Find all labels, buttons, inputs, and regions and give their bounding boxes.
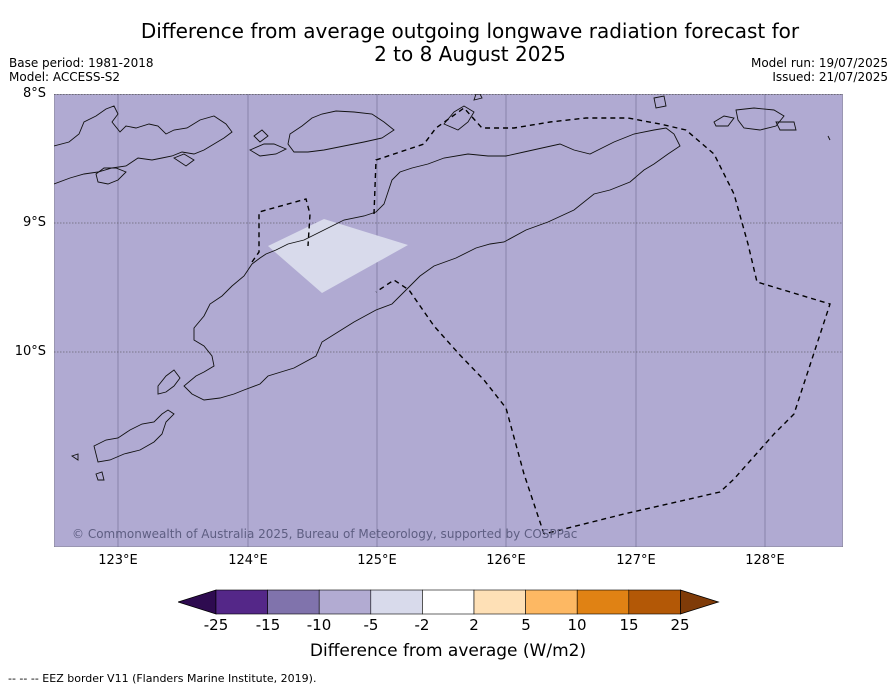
lat-gridlines	[54, 94, 843, 353]
base-period: Base period: 1981-2018	[9, 56, 154, 70]
colorbar-extend-high	[679, 589, 720, 615]
coast-island-k	[157, 369, 181, 395]
lon-label-128: 128°E	[745, 553, 785, 568]
map-background	[54, 94, 843, 547]
coast-island-f	[473, 94, 483, 101]
coast-island-e	[443, 105, 475, 131]
meta-left: Base period: 1981-2018 Model: ACCESS-S2	[9, 56, 154, 84]
eez-footnote: -- -- -- EEZ border V11 (Flanders Marine…	[8, 672, 317, 685]
lat-label-10s: 10°S	[14, 344, 46, 359]
coast-rote	[93, 409, 175, 463]
colorbar-segment	[267, 589, 320, 615]
colorbar-segment	[576, 589, 630, 615]
coast-island-g	[653, 95, 667, 109]
coast-flores-east	[54, 105, 233, 185]
coast-island-a	[95, 167, 127, 185]
cb-tick-2: -10	[306, 616, 332, 634]
coast-timor	[183, 127, 681, 401]
cb-tick-6: 5	[521, 616, 531, 634]
lon-label-127: 127°E	[616, 553, 656, 568]
cb-tick-0: -25	[203, 616, 229, 634]
chart-title: Difference from average outgoing longwav…	[110, 20, 830, 66]
lon-label-125: 125°E	[357, 553, 397, 568]
cb-tick-4: -2	[414, 616, 430, 634]
colorbar-segment	[318, 589, 372, 615]
copyright-notice: © Commonwealth of Australia 2025, Bureau…	[72, 527, 578, 541]
coast-island-d	[253, 129, 269, 143]
model-name: Model: ACCESS-S2	[9, 70, 121, 84]
colorbar-segment	[473, 589, 526, 615]
lat-label-8s: 8°S	[22, 86, 46, 101]
cb-tick-3: -5	[363, 616, 379, 634]
colorbar-extend-low	[178, 589, 217, 615]
colorbar	[178, 589, 720, 615]
cb-tick-9: 25	[670, 616, 690, 634]
lat-label-9s: 9°S	[22, 215, 46, 230]
lon-label-126: 126°E	[486, 553, 526, 568]
eez-west-segment	[251, 198, 311, 263]
meta-right: Model run: 19/07/2025 Issued: 21/07/2025	[751, 56, 888, 84]
lon-label-123: 123°E	[98, 553, 138, 568]
coast-alor	[287, 110, 395, 153]
coastlines	[54, 94, 831, 481]
coast-island-m	[95, 471, 105, 481]
coast-island-l	[70, 453, 79, 461]
cb-tick-5: 2	[469, 616, 479, 634]
coast-island-j	[827, 135, 831, 141]
cb-tick-1: -15	[255, 616, 281, 634]
coast-island-i	[775, 121, 797, 131]
eez-border	[251, 107, 831, 535]
colorbar-segment	[370, 589, 423, 615]
cb-tick-7: 10	[567, 616, 587, 634]
colorbar-segment	[525, 589, 578, 615]
map	[54, 94, 843, 547]
title-line-2: 2 to 8 August 2025	[374, 42, 566, 66]
colorbar-label: Difference from average (W/m2)	[309, 641, 587, 661]
eez-east-segment	[373, 107, 831, 535]
anomaly-patch	[268, 219, 408, 293]
cb-tick-8: 15	[619, 616, 639, 634]
colorbar-segment	[215, 589, 268, 615]
colorbar-segment	[628, 589, 681, 615]
gridlines	[117, 94, 766, 547]
title-line-1: Difference from average outgoing longwav…	[140, 19, 800, 43]
coast-island-h	[713, 115, 735, 127]
lon-label-124: 124°E	[228, 553, 268, 568]
coast-island-b	[173, 153, 195, 167]
model-run: Model run: 19/07/2025	[750, 56, 888, 70]
coast-wetar	[735, 107, 785, 131]
colorbar-segment	[422, 589, 475, 615]
coast-island-c	[249, 143, 288, 157]
issued-date: Issued: 21/07/2025	[772, 70, 888, 84]
